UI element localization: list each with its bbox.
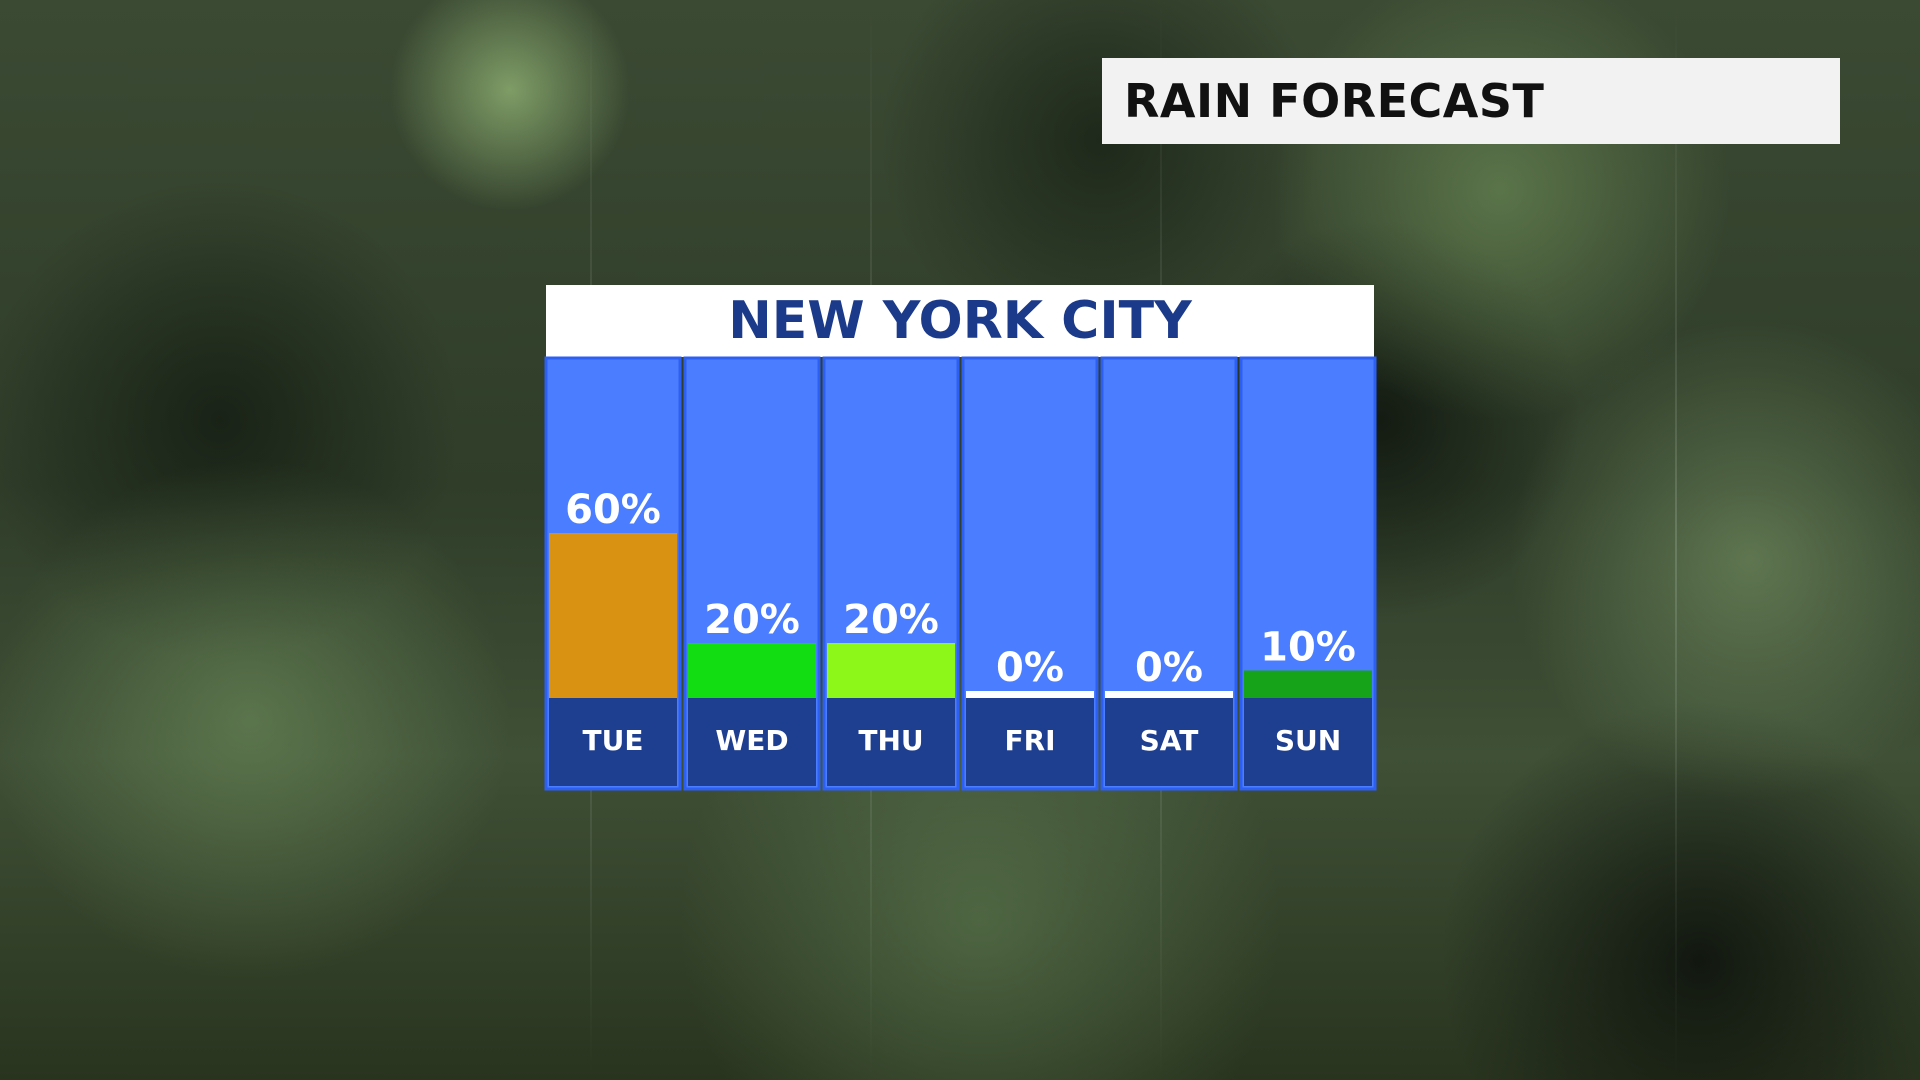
bar-value-label: 20% (704, 597, 800, 643)
header-title: RAIN FORECAST (1124, 74, 1545, 128)
bar-value-label: 0% (1135, 645, 1203, 691)
day-box-sat (1105, 698, 1233, 786)
day-label: WED (715, 724, 788, 757)
bar-value-label: 0% (996, 645, 1064, 691)
day-box-fri (966, 698, 1094, 786)
day-box-tue (549, 698, 677, 786)
day-label: FRI (1004, 724, 1055, 757)
rain-streak (1675, 0, 1677, 1080)
day-label: SUN (1275, 724, 1341, 757)
day-box-wed (688, 698, 816, 786)
day-label: TUE (583, 724, 644, 757)
bar-thu (827, 643, 955, 698)
header-bar: RAIN FORECAST (1102, 58, 1840, 144)
bar-value-label: 10% (1260, 625, 1356, 671)
day-label: SAT (1140, 724, 1199, 757)
bar-tue (549, 533, 677, 698)
day-box-thu (827, 698, 955, 786)
bar-fri (966, 691, 1094, 698)
day-box-sun (1244, 698, 1372, 786)
day-label: THU (858, 724, 923, 757)
panel-title: NEW YORK CITY (546, 285, 1374, 357)
bar-sat (1105, 691, 1233, 698)
bar-value-label: 60% (565, 487, 661, 533)
bar-sun (1244, 670, 1372, 698)
bar-value-label: 20% (843, 597, 939, 643)
bar-wed (688, 643, 816, 698)
